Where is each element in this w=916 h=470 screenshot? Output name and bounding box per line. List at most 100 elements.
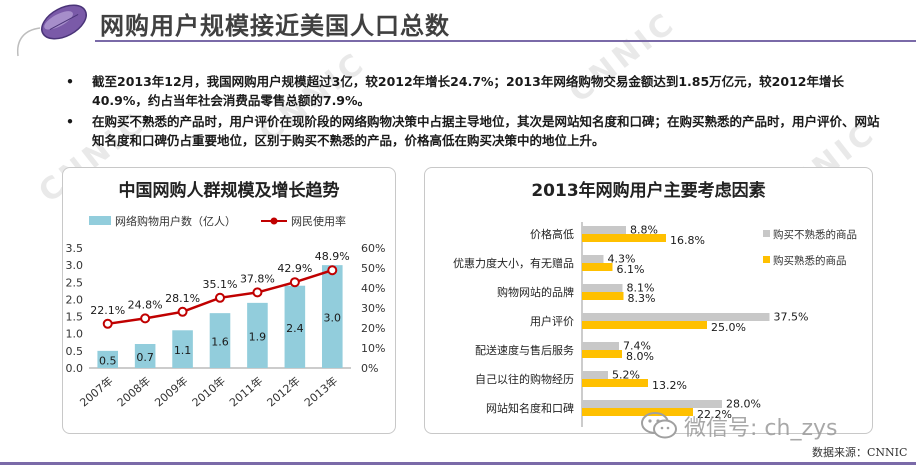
legend-label-users: 网络购物用户数（亿人） [115,214,236,228]
y-left-tick-label: 0.5 [66,345,84,358]
bar-familiar-label: 8.0% [626,350,654,363]
rate-label: 24.8% [128,298,163,311]
x-tick-label: 2010年 [189,374,228,410]
y-left-tick-label: 3.5 [66,242,84,255]
rate-label: 28.1% [165,292,200,305]
title-bar: 网购用户规模接近美国人口总数 [0,0,916,57]
bar-users-label: 0.5 [99,354,117,367]
y-right-tick-label: 30% [361,302,385,315]
category-label: 网站知名度和口碑 [486,401,574,415]
left-chart-bars: 0.5 0.7 1.1 1.6 1.9 2.4 3.0 [97,265,343,368]
rate-label: 48.9% [315,250,350,263]
bullet-marker: • [66,114,74,129]
legend-marker-rate [270,217,278,225]
bar-familiar [582,292,624,300]
bar-familiar-label: 8.3% [628,292,656,305]
category-label: 购物网站的品牌 [497,285,574,299]
data-source: 数据来源：CNNIC [812,446,908,459]
category-label: 用户评价 [530,314,574,328]
bullet-item: • 截至2013年12月，我国网购用户规模超过3亿，较2012年增长24.7%；… [62,72,882,110]
rate-point [252,287,263,298]
wechat-watermark: 微信号: ch_zys [640,408,900,444]
title-underline [95,40,916,42]
bar-users [209,313,231,368]
bar-familiar [582,408,693,416]
y-right-tick-label: 60% [361,242,385,255]
bar-users-label: 0.7 [136,351,154,364]
y-right-tick-label: 40% [361,282,385,295]
page-title: 网购用户规模接近美国人口总数 [100,12,450,40]
y-right-tick-label: 20% [361,322,385,335]
bar-unfamiliar-label: 7.4% [623,340,651,353]
bar-unfamiliar-label: 4.3% [608,253,636,266]
bar-unfamiliar-label: 28.0% [726,398,761,411]
wechat-id-text: 微信号: ch_zys [684,416,838,441]
bar-unfamiliar [582,284,623,292]
bullet-marker: • [66,74,74,89]
bar-users [284,285,306,368]
y-left-tick-label: 3.0 [66,259,84,272]
bar-unfamiliar [582,371,608,379]
rate-label: 35.1% [203,278,238,291]
bar-unfamiliar-label: 8.8% [630,224,658,237]
bar-unfamiliar [582,400,722,408]
x-tick-label: 2008年 [114,374,153,410]
rate-label: 42.9% [277,262,312,275]
y-left-tick-label: 2.5 [66,276,84,289]
bar-unfamiliar [582,226,626,234]
bar-unfamiliar-label: 8.1% [627,282,655,295]
wechat-icon [641,412,677,439]
bar-users-label: 1.1 [174,344,192,357]
legend-label-rate: 网民使用率 [291,214,346,228]
left-chart-panel: 中国网购人群规模及增长趋势 网络购物用户数（亿人） 网民使用率 0.0 0.5 1.… [62,167,396,434]
rate-point [177,306,188,317]
y-left-tick-label: 1.0 [66,328,84,341]
legend-swatch-familiar [763,256,770,263]
bullet-item: • 在购买不熟悉的产品时，用户评价在现阶段的网络购物决策中占据主导地位，其次是网… [62,112,882,150]
left-chart-line: 22.1% 24.8%28.1%35.1% 37.8%42.9%48.9% [90,250,350,329]
x-tick-label: 2007年 [77,374,116,410]
mouse-icon [16,4,87,57]
left-chart-title: 中国网购人群规模及增长趋势 [118,181,340,201]
bar-users [97,350,119,368]
bar-users [134,344,156,368]
bar-familiar [582,234,666,242]
bar-familiar [582,263,613,271]
bar-users [321,265,343,368]
right-chart-title: 2013年网购用户主要考虑因素 [531,181,766,201]
category-label: 价格高低 [530,227,574,241]
y-left-tick-label: 2.0 [66,293,84,306]
rate-point [102,318,113,329]
legend-label-familiar: 购买熟悉的商品 [773,254,847,267]
rate-point [140,313,151,324]
bar-users-label: 1.6 [211,336,229,349]
bar-familiar [582,350,622,358]
x-tick-label: 2011年 [226,374,265,410]
x-tick-label: 2013年 [301,374,340,410]
y-left-tick-label: 0.0 [66,362,84,375]
rate-point [327,265,338,276]
right-chart-panel: 2013年网购用户主要考虑因素 价格高低 8.8% 16.8% 优惠力度大小，有无赠品… [424,167,873,434]
left-chart-legend: 网络购物用户数（亿人） 网民使用率 [89,214,346,228]
bar-users [172,330,193,368]
legend-swatch-users [89,216,111,225]
bar-familiar-label: 22.2% [697,408,732,421]
x-tick-label: 2012年 [264,374,303,410]
y-right-tick-label: 10% [361,342,385,355]
bar-familiar-label: 16.8% [670,234,705,247]
bar-users-label: 2.4 [286,322,304,335]
category-label: 自己以往的购物经历 [475,372,574,386]
bar-unfamiliar [582,342,619,350]
rate-point [289,277,300,288]
right-chart-bars: 价格高低 8.8% 16.8% 优惠力度大小，有无赠品 4.3%6.1% 购物网站的品牌 8… [453,222,808,427]
bar-unfamiliar-label: 5.2% [612,369,640,382]
bar-familiar [582,321,707,329]
bullet-text: 在购买不熟悉的产品时，用户评价在现阶段的网络购物决策中占据主导地位，其次是网站知… [92,114,880,148]
bottom-divider [0,462,916,465]
bar-familiar [582,379,648,387]
category-label: 配送速度与售后服务 [475,343,574,357]
bar-users-label: 1.9 [249,330,267,343]
right-chart-legend: 购买不熟悉的商品 购买熟悉的商品 [763,228,857,267]
rate-label: 22.1% [90,304,125,317]
